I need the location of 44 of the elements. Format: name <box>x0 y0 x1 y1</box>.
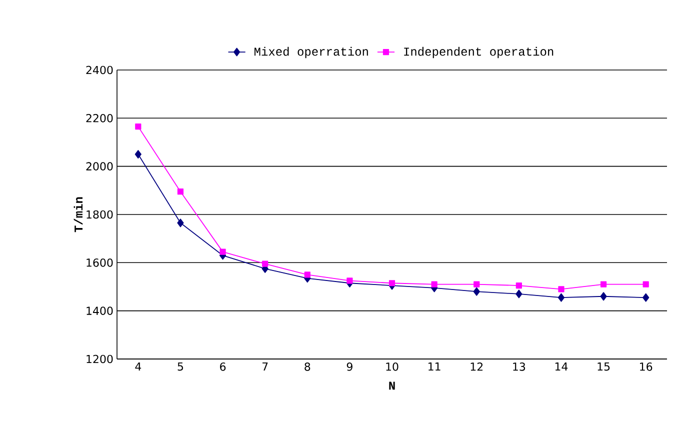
legend-label: Mixed operration <box>254 46 368 58</box>
point <box>642 293 650 302</box>
x-tick-label: 10 <box>386 362 398 371</box>
y-tick-label: 2200 <box>86 114 113 122</box>
x-tick-label: 11 <box>428 362 440 371</box>
y-tick-label: 2400 <box>86 66 113 74</box>
x-tick-label: 4 <box>135 362 142 371</box>
y-tick-label: 2000 <box>86 162 113 170</box>
point <box>177 188 184 195</box>
y-tick-label: 1600 <box>86 258 113 267</box>
point <box>304 272 310 278</box>
y-tick-label: 1800 <box>86 210 113 219</box>
point <box>473 287 480 296</box>
legend-label: Independent operation <box>404 46 554 58</box>
point <box>558 286 564 292</box>
point <box>177 218 184 228</box>
x-tick-label: 8 <box>304 362 310 371</box>
point <box>516 290 522 298</box>
point <box>388 280 396 286</box>
point <box>642 281 649 288</box>
y-axis-title: T/min <box>74 197 83 232</box>
y-tick-label: 1400 <box>86 306 113 315</box>
point <box>600 281 607 288</box>
point <box>220 248 226 255</box>
point <box>516 282 522 289</box>
point <box>346 278 353 284</box>
point <box>134 150 142 159</box>
x-tick-label: 6 <box>220 362 226 371</box>
x-tick-label: 7 <box>262 362 268 371</box>
point <box>431 281 438 288</box>
x-tick-label: 13 <box>513 362 526 371</box>
y-tick-label: 1200 <box>86 354 113 364</box>
x-axis-title: N <box>389 382 395 390</box>
x-tick-label: 15 <box>598 362 610 371</box>
x-tick-label: 16 <box>640 362 652 371</box>
x-tick-label: 9 <box>346 362 352 371</box>
point <box>474 281 480 288</box>
point <box>600 292 607 301</box>
point <box>262 260 268 267</box>
x-tick-label: 12 <box>470 362 483 371</box>
x-tick-label: 5 <box>178 362 184 371</box>
point <box>135 124 142 130</box>
point <box>558 293 565 302</box>
x-tick-label: 14 <box>555 362 568 371</box>
